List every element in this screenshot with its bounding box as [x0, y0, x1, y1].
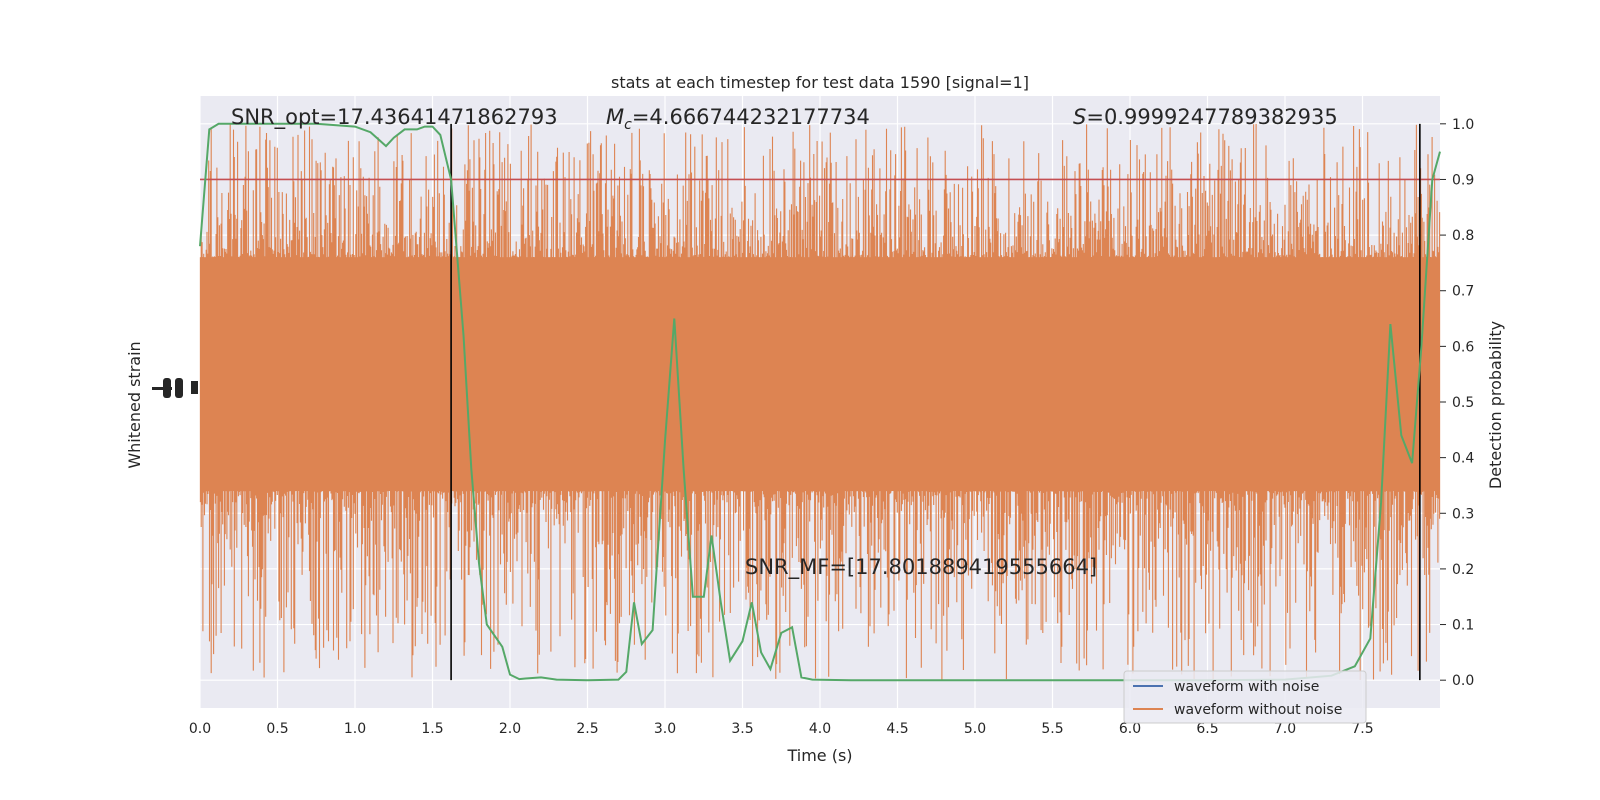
strain-noise-spikes [199, 123, 1441, 680]
x-tick-label: 0.0 [189, 721, 211, 737]
snr-mf-annotation: SNR_MF=[17.801889419555664] [745, 555, 1097, 580]
x-tick-label: 2.5 [576, 721, 598, 737]
x-tick-label: 4.5 [886, 721, 908, 737]
x-tick-label: 4.0 [809, 721, 831, 737]
x-axis-ticks: 0.0 0.5 1.0 1.5 2.0 2.5 3.0 3.5 4.0 4.5 5.0 5.5 6.0 6… [189, 721, 1374, 737]
x-tick-label: 1.0 [344, 721, 366, 737]
x-tick-label: 0.5 [266, 721, 288, 737]
left-axis-ticks [152, 378, 198, 398]
y-axis-ticks-right: 0.0 0.1 0.2 0.3 0.4 0.5 0.6 0.7 0.8 0.9 1.0 [1440, 117, 1474, 689]
y-tick-label: 0.8 [1452, 228, 1474, 244]
y-axis-label-left: Whitened strain [125, 341, 144, 468]
y-tick-label: 0.0 [1452, 673, 1474, 689]
legend: waveform with noise waveform without noi… [1123, 670, 1367, 724]
x-axis-label: Time (s) [786, 746, 852, 765]
y-tick-label: 0.6 [1452, 339, 1474, 355]
x-tick-label: 7.0 [1274, 721, 1296, 737]
y-tick-label: 1.0 [1452, 117, 1474, 133]
y-tick-label: 0.5 [1452, 395, 1474, 411]
legend-label-without-noise: waveform without noise [1174, 702, 1342, 718]
x-tick-label: 6.5 [1196, 721, 1218, 737]
x-tick-label: 3.5 [731, 721, 753, 737]
x-tick-label: 5.0 [964, 721, 986, 737]
chirp-mass-value: =4.666744232177734 [632, 105, 870, 129]
strain-series [199, 123, 1441, 680]
y-tick-label: 0.1 [1452, 618, 1474, 634]
x-tick-label: 5.5 [1041, 721, 1063, 737]
x-tick-label: 7.5 [1351, 721, 1373, 737]
y-tick-label: 0.9 [1452, 172, 1474, 188]
legend-label-with-noise: waveform with noise [1174, 679, 1319, 695]
snr-opt-annotation: SNR_opt=17.43641471862793 [231, 105, 558, 130]
s-symbol: S [1073, 105, 1086, 129]
event-lines [450, 123, 1421, 681]
chirp-mass-subscript: c [624, 117, 632, 133]
chart-title: stats at each timestep for test data 159… [611, 73, 1029, 92]
s-annotation: S=0.9999247789382935 [1073, 105, 1338, 129]
x-tick-label: 6.0 [1119, 721, 1141, 737]
y-axis-label-right: Detection probability [1486, 321, 1505, 489]
y-tick-label: 0.7 [1452, 284, 1474, 300]
chirp-mass-symbol: M [606, 105, 624, 129]
y-tick-label: 0.2 [1452, 562, 1474, 578]
x-tick-label: 3.0 [654, 721, 676, 737]
x-tick-label: 1.5 [421, 721, 443, 737]
s-value: =0.9999247789382935 [1086, 105, 1337, 129]
chirp-mass-annotation: Mc=4.666744232177734 [606, 105, 870, 133]
x-tick-label: 2.0 [499, 721, 521, 737]
y-tick-label: 0.3 [1452, 506, 1474, 522]
y-tick-label: 0.4 [1452, 451, 1474, 467]
